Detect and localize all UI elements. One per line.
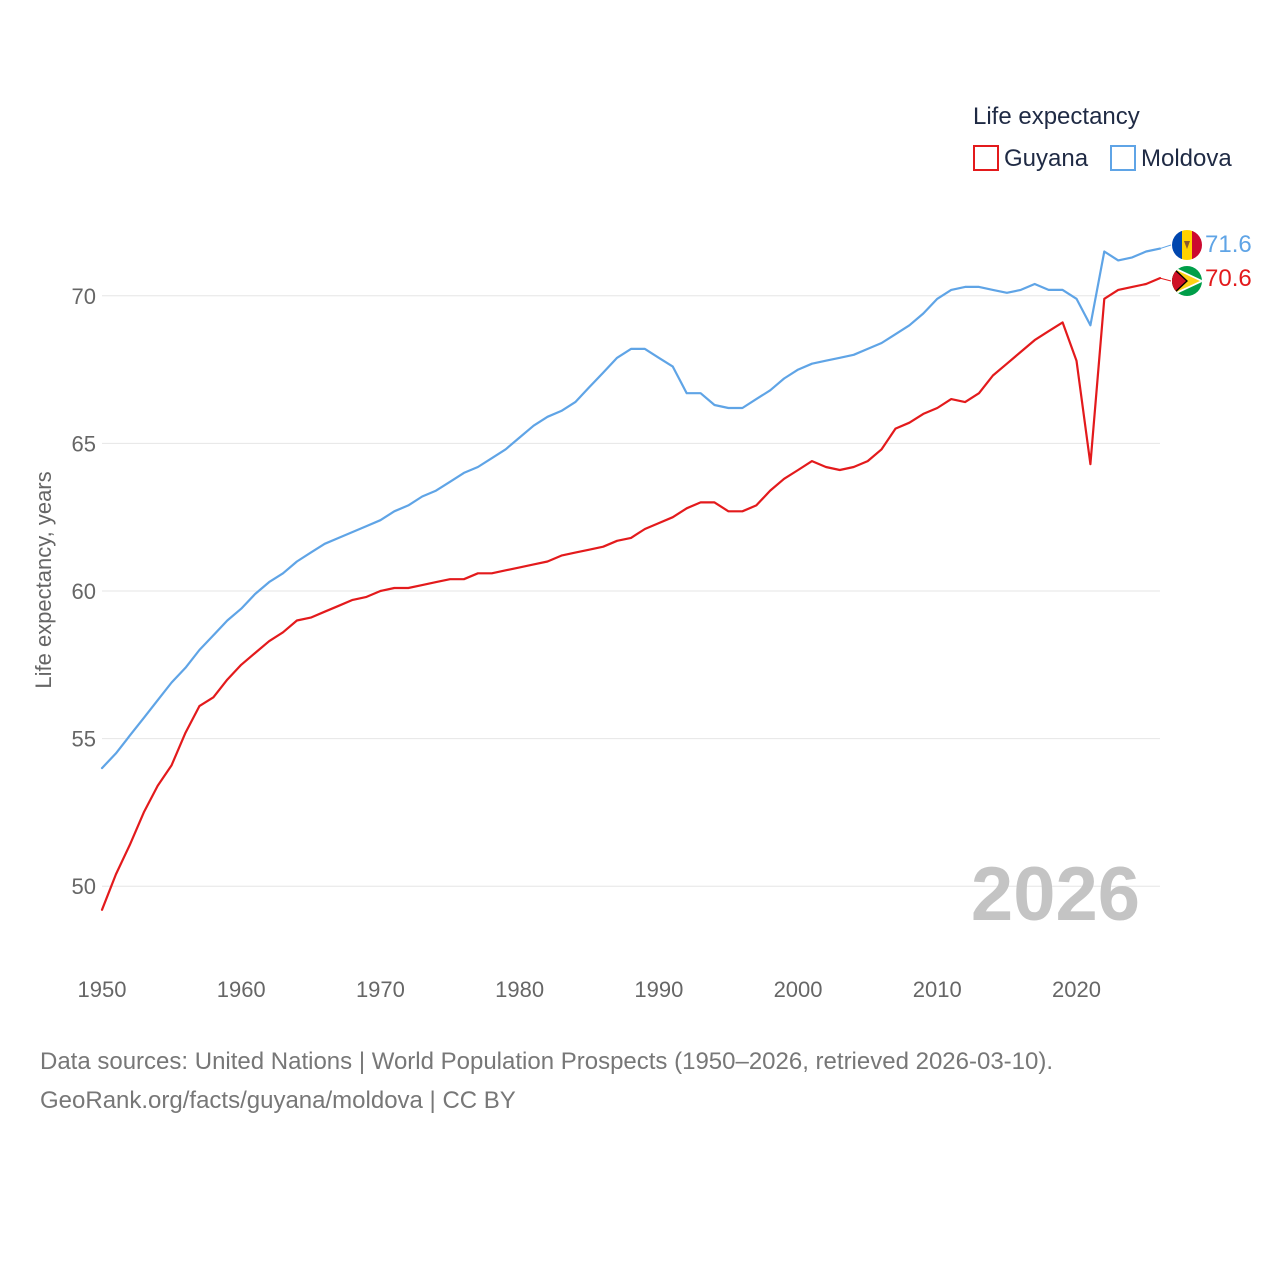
series-lines (100, 244, 1172, 911)
x-tick-1970: 1970 (356, 977, 405, 1002)
guyana-flag-icon (1172, 266, 1202, 296)
x-tick-1990: 1990 (634, 977, 683, 1002)
legend-label-guyana: Guyana (1004, 145, 1089, 172)
legend-swatch-guyana (973, 145, 999, 171)
y-tick-50: 50 (72, 874, 96, 899)
series-line-moldova (100, 247, 1162, 770)
x-tick-1960: 1960 (217, 977, 266, 1002)
x-tick-2020: 2020 (1052, 977, 1101, 1002)
source-line-2[interactable]: GeoRank.org/facts/guyana/moldova | CC BY (40, 1087, 516, 1114)
legend: Life expectancy Guyana Moldova (973, 103, 1232, 172)
source-line-1: Data sources: United Nations | World Pop… (40, 1048, 1054, 1075)
y-axis-label: Life expectancy, years (31, 471, 56, 688)
guyana-end-value: 70.6 (1205, 265, 1252, 292)
moldova-end-value: 71.6 (1205, 231, 1252, 258)
legend-swatch-moldova (1110, 145, 1136, 171)
end-connector-guyana (1159, 277, 1172, 282)
y-tick-60: 60 (72, 579, 96, 604)
y-tick-65: 65 (72, 431, 96, 456)
y-tick-55: 55 (72, 727, 96, 752)
data-source-note: Data sources: United Nations | World Pop… (40, 1042, 1053, 1120)
y-axis-ticks: 50 55 60 65 70 (72, 284, 96, 899)
x-tick-1980: 1980 (495, 977, 544, 1002)
legend-item-guyana[interactable]: Guyana (973, 145, 1089, 172)
legend-label-moldova: Moldova (1141, 145, 1232, 172)
year-label: 2026 (971, 852, 1140, 937)
y-tick-70: 70 (72, 284, 96, 309)
legend-title: Life expectancy (973, 103, 1140, 130)
x-tick-1950: 1950 (78, 977, 127, 1002)
moldova-flag-icon (1172, 230, 1202, 260)
x-tick-2000: 2000 (774, 977, 823, 1002)
grid-lines (102, 295, 1160, 887)
series-line-guyana (100, 277, 1162, 911)
end-connector-moldova (1159, 244, 1172, 250)
x-axis-ticks: 1950 1960 1970 1980 1990 2000 2010 2020 (78, 977, 1101, 1002)
legend-item-moldova[interactable]: Moldova (1110, 145, 1232, 172)
x-tick-2010: 2010 (913, 977, 962, 1002)
